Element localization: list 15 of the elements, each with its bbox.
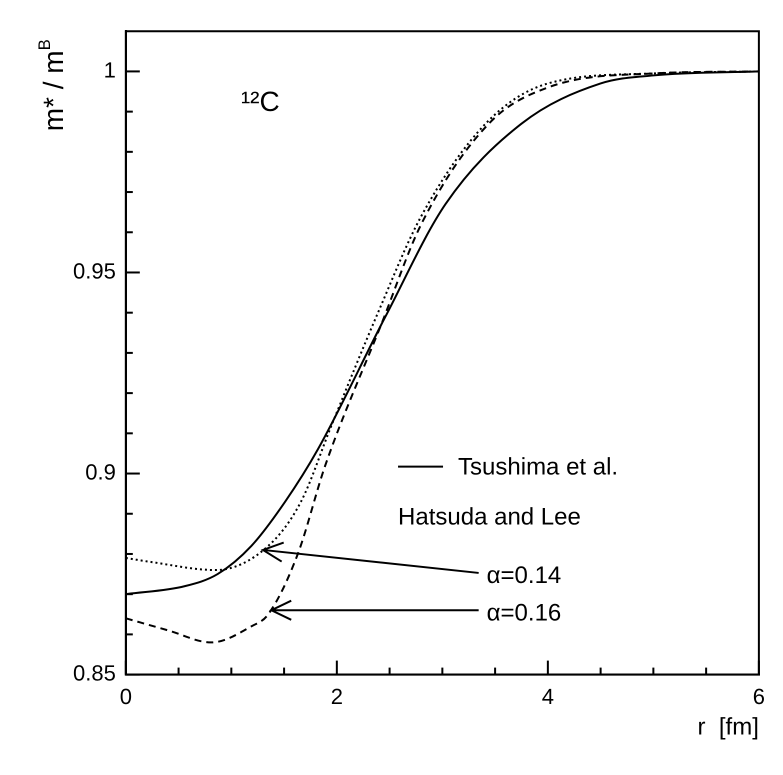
y-tick-label: 0.9 [85,460,116,485]
y-tick-label: 0.95 [72,258,116,284]
x-tick-label: 4 [542,684,554,709]
legend-title: Hatsuda and Lee [398,504,581,531]
y-tick-label: 0.85 [72,660,116,686]
x-tick-label: 2 [330,684,343,709]
y-tick-label: 1 [104,57,116,82]
y-axis-title: m* / mB [35,39,69,132]
x-tick-label: 6 [752,684,766,709]
legend-label: Tsushima et al. [458,454,618,481]
annotation: α=0.14 [486,562,562,589]
x-axis-title: r [fm] [698,714,759,741]
annotation: ¹²C [240,86,280,118]
annotation: α=0.16 [486,599,562,626]
x-tick-label: 0 [120,684,132,709]
